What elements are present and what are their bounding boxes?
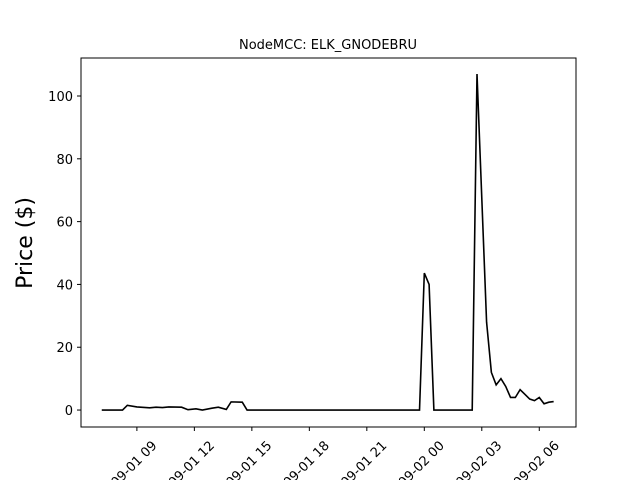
x-tick-label: 09-01 15 — [223, 439, 275, 480]
y-tick-label: 20 — [56, 341, 73, 356]
plot-frame — [80, 57, 577, 428]
x-tick-label: 09-01 21 — [338, 439, 390, 480]
y-tick-label: 40 — [56, 278, 73, 293]
y-tick-label: 0 — [65, 404, 73, 419]
x-tick-label: 09-02 06 — [511, 439, 563, 480]
x-tick-label: 09-02 00 — [396, 439, 448, 480]
x-tick-label: 09-01 18 — [281, 439, 333, 480]
chart-title: NodeMCC: ELK_GNODEBRU — [239, 38, 417, 53]
x-tick-label: 09-02 03 — [453, 439, 505, 480]
x-tick-label: 09-01 09 — [108, 439, 160, 480]
y-tick-label: 60 — [56, 216, 73, 231]
x-tick-label: 09-01 12 — [166, 439, 218, 480]
y-tick-label: 80 — [56, 153, 73, 168]
y-tick-label: 100 — [48, 90, 73, 105]
y-axis-label: Price ($) — [13, 197, 38, 289]
price-line — [101, 73, 554, 411]
